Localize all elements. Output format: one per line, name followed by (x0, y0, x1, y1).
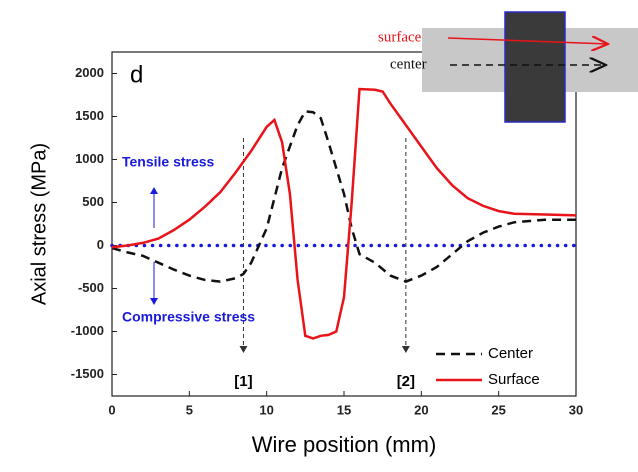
legend-label: Surface (488, 371, 540, 388)
x-tick-label: 15 (337, 402, 351, 417)
y-tick-label: 0 (97, 237, 104, 252)
y-tick-label: 500 (82, 194, 104, 209)
y-tick-label: -1500 (71, 366, 104, 381)
annotation: Compressive stress (122, 309, 255, 325)
inset-label: center (390, 56, 427, 72)
y-tick-label: 1500 (75, 108, 104, 123)
inset-die (504, 11, 566, 123)
x-tick-label: 25 (491, 402, 505, 417)
x-tick-label: 10 (259, 402, 273, 417)
line-series (111, 109, 576, 283)
legend-label: Center (488, 345, 533, 362)
x-tick-label: 30 (569, 402, 583, 417)
x-tick-label: 0 (108, 402, 115, 417)
marker-label: [2] (397, 373, 415, 390)
panel-label: d (130, 61, 143, 88)
y-axis-label: Axial stress (MPa) (28, 143, 50, 305)
y-tick-label: -500 (78, 280, 104, 295)
line-series (111, 87, 577, 340)
marker-label: [1] (234, 373, 252, 390)
inset-arrow (447, 38, 608, 44)
x-tick-label: 5 (186, 402, 193, 417)
x-tick-label: 20 (414, 402, 428, 417)
inset-label: surface (378, 29, 422, 45)
x-axis-label: Wire position (mm) (252, 432, 437, 457)
y-tick-label: 1000 (75, 151, 104, 166)
y-tick-label: 2000 (75, 65, 104, 80)
y-tick-label: -1000 (71, 323, 104, 338)
annotation: Tensile stress (122, 154, 215, 170)
